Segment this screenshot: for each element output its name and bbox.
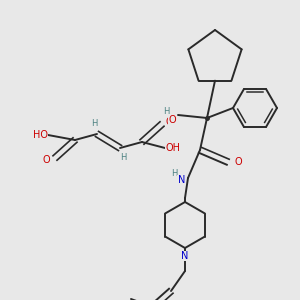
- Text: H: H: [164, 107, 170, 116]
- Text: H: H: [120, 154, 126, 163]
- Text: OH: OH: [165, 143, 180, 153]
- Text: HO: HO: [33, 130, 48, 140]
- Text: O: O: [42, 155, 50, 165]
- Text: O: O: [234, 157, 242, 167]
- Text: N: N: [178, 175, 185, 185]
- Text: N: N: [181, 251, 189, 261]
- Text: H: H: [91, 119, 97, 128]
- Text: O: O: [168, 115, 176, 125]
- Text: H: H: [172, 169, 178, 178]
- Text: O: O: [165, 117, 172, 127]
